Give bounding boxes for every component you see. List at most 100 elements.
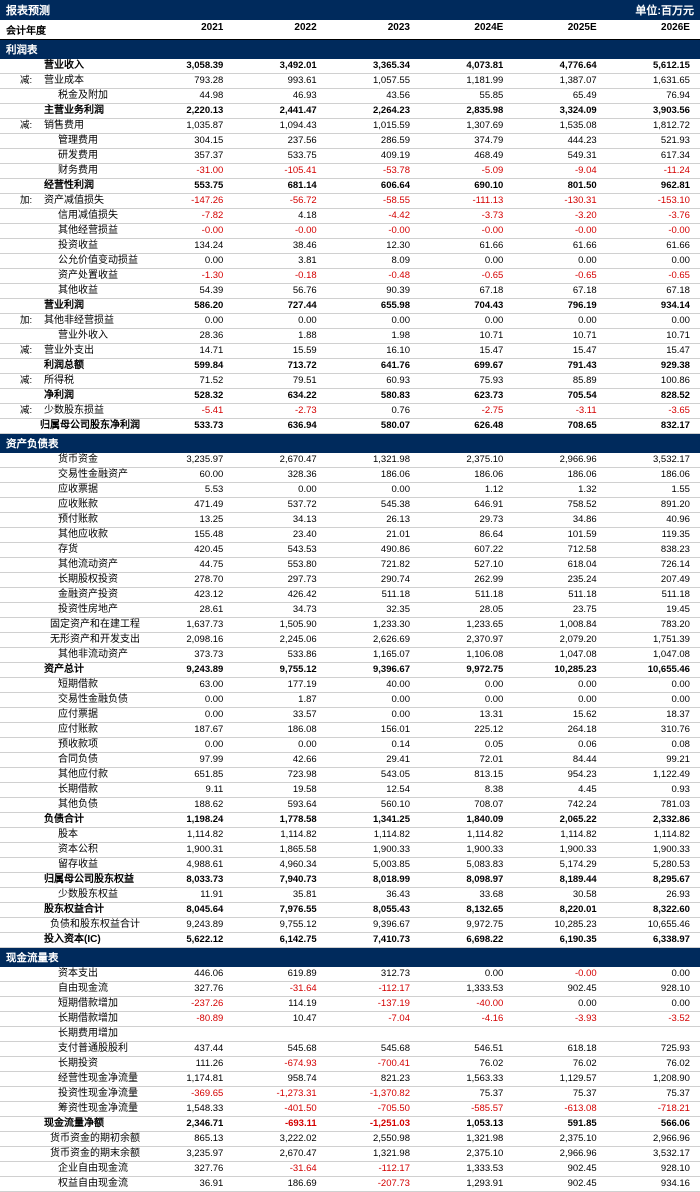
row-label: 应付票据 [58, 708, 140, 722]
cell-value: 545.68 [233, 1042, 326, 1056]
cell-value: 791.43 [513, 359, 606, 373]
cell-value: 1,812.72 [607, 119, 700, 133]
cell-value: 3,903.56 [607, 104, 700, 118]
row-prefix [34, 997, 58, 1011]
table-row: 货币资金的期初余额865.133,222.022,550.981,321.982… [0, 1132, 700, 1147]
table-row: 财务费用-31.00-105.41-53.78-5.09-9.04-11.24 [0, 164, 700, 179]
cell-value: 2,220.13 [140, 104, 233, 118]
cell-value: 14.71 [140, 344, 233, 358]
cell-value: 471.49 [140, 498, 233, 512]
table-row: 其他负债188.62593.64560.10708.07742.24781.03 [0, 798, 700, 813]
cell-value: 0.14 [327, 738, 420, 752]
cell-value: -130.31 [513, 194, 606, 208]
cell-value: 5,612.15 [607, 59, 700, 73]
cell-value: -147.26 [140, 194, 233, 208]
row-prefix [34, 982, 58, 996]
row-prefix [34, 828, 58, 842]
cell-value: -3.73 [420, 209, 513, 223]
cell-value: 310.76 [607, 723, 700, 737]
cell-value: -3.20 [513, 209, 606, 223]
cell-value: 262.99 [420, 573, 513, 587]
cell-value: 6,338.97 [607, 933, 700, 947]
row-prefix [34, 738, 58, 752]
cell-value: 0.93 [607, 783, 700, 797]
cell-value: 0.00 [327, 314, 420, 328]
row-label: 营业成本 [44, 74, 140, 88]
cell-value: 187.67 [140, 723, 233, 737]
row-label: 经营性现金净流量 [58, 1072, 140, 1086]
cell-value: 2,332.86 [607, 813, 700, 827]
cell-value: 60.00 [140, 468, 233, 482]
table-row: 其他经营损益-0.00-0.00-0.00-0.00-0.00-0.00 [0, 224, 700, 239]
row-prefix [34, 498, 58, 512]
cell-value: 8.38 [420, 783, 513, 797]
table-row: 投资性房地产28.6134.7332.3528.0523.7519.45 [0, 603, 700, 618]
cell-value: 97.99 [140, 753, 233, 767]
row-prefix [34, 149, 58, 163]
cell-value: 186.06 [327, 468, 420, 482]
cell-value: 60.93 [327, 374, 420, 388]
row-label: 短期借款增加 [58, 997, 140, 1011]
cell-value: 32.35 [327, 603, 420, 617]
row-label: 营业外支出 [44, 344, 140, 358]
cell-value [513, 1027, 606, 1041]
cell-value: -80.89 [140, 1012, 233, 1026]
cell-value: 0.76 [327, 404, 420, 418]
cell-value: 1,293.91 [420, 1177, 513, 1191]
row-prefix [34, 918, 50, 932]
table-row: 减:销售费用1,035.871,094.431,015.591,307.691,… [0, 119, 700, 134]
row-prefix [34, 1057, 58, 1071]
table-row: 资本支出446.06619.89312.730.00-0.000.00 [0, 967, 700, 982]
cell-value: 0.00 [140, 738, 233, 752]
row-label: 管理费用 [58, 134, 140, 148]
cell-value: 9,243.89 [140, 663, 233, 677]
cell-value: -0.48 [327, 269, 420, 283]
cell-value: 566.06 [607, 1117, 700, 1131]
row-label: 少数股东权益 [58, 888, 140, 902]
row-prefix [34, 224, 58, 238]
cell-value: 626.48 [420, 419, 513, 433]
row-prefix [34, 528, 58, 542]
table-row: 预收款项0.000.000.140.050.060.08 [0, 738, 700, 753]
row-label: 投资性现金净流量 [58, 1087, 140, 1101]
cell-value: -4.16 [420, 1012, 513, 1026]
table-row: 负债和股东权益合计9,243.899,755.129,396.679,972.7… [0, 918, 700, 933]
cell-value: 1,114.82 [140, 828, 233, 842]
row-label: 应收账款 [58, 498, 140, 512]
cell-value: 954.23 [513, 768, 606, 782]
cell-value: -401.50 [233, 1102, 326, 1116]
row-label: 无形资产和开发支出 [50, 633, 140, 647]
cell-value: 0.00 [327, 483, 420, 497]
cell-value: -9.04 [513, 164, 606, 178]
cell-value: 0.00 [140, 314, 233, 328]
cell-value: 30.58 [513, 888, 606, 902]
year-label: 会计年度 [0, 22, 140, 37]
header-title: 报表预测 [6, 2, 50, 18]
cell-value: 838.23 [607, 543, 700, 557]
row-label: 预付账款 [58, 513, 140, 527]
cell-value: 75.37 [607, 1087, 700, 1101]
cell-value: 2,245.06 [233, 633, 326, 647]
cell-value: 446.06 [140, 967, 233, 981]
cell-value: 46.93 [233, 89, 326, 103]
cell-value: 12.30 [327, 239, 420, 253]
table-row: 股东权益合计8,045.647,976.558,055.438,132.658,… [0, 903, 700, 918]
row-prefix [34, 1132, 50, 1146]
table-row: 主营业务利润2,220.132,441.472,264.232,835.983,… [0, 104, 700, 119]
cell-value: 0.00 [513, 314, 606, 328]
cell-value: 4,988.61 [140, 858, 233, 872]
cell-value: 9,755.12 [233, 663, 326, 677]
cell-value: 36.91 [140, 1177, 233, 1191]
cell-value: 34.86 [513, 513, 606, 527]
row-prefix: 减: [20, 74, 44, 88]
row-label: 其他非经营损益 [44, 314, 140, 328]
cell-value: 705.54 [513, 389, 606, 403]
cell-value: 543.05 [327, 768, 420, 782]
cell-value: 3,532.17 [607, 453, 700, 467]
cell-value: 580.07 [327, 419, 420, 433]
cell-value: -2.73 [233, 404, 326, 418]
cell-value: 264.18 [513, 723, 606, 737]
row-label: 负债合计 [44, 813, 140, 827]
row-prefix: 减: [20, 374, 44, 388]
table-row: 归属母公司股东净利润533.73636.94580.07626.48708.65… [0, 419, 700, 434]
